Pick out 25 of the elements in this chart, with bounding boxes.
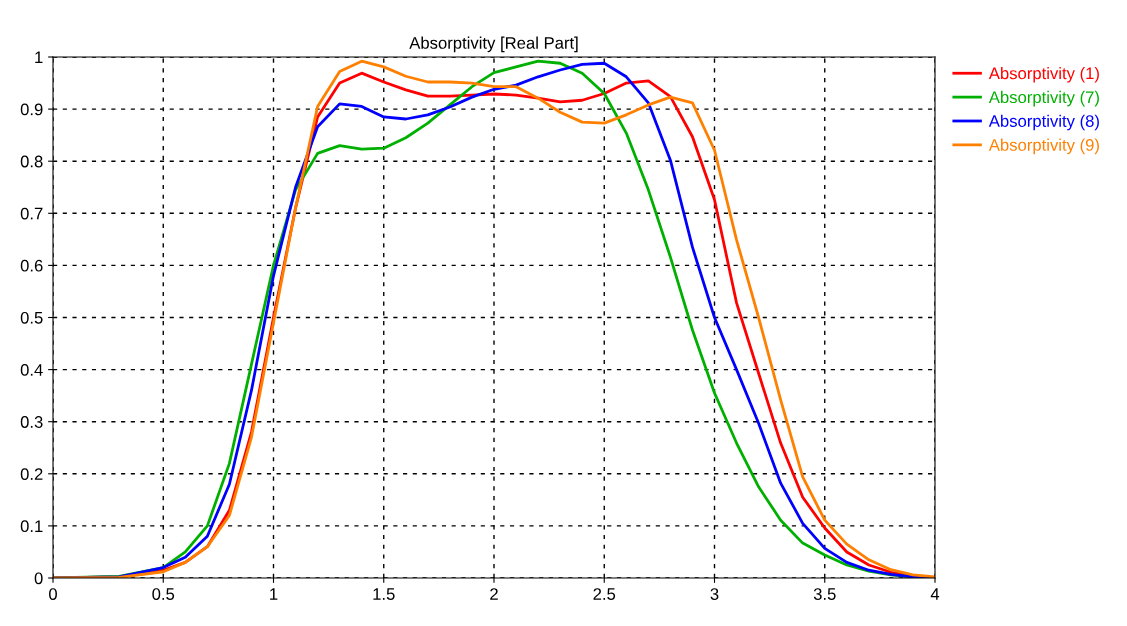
legend-label: Absorptivity (1) [988, 67, 1099, 83]
y-tick-label: 0.5 [20, 311, 43, 324]
x-tick-label: 1 [270, 588, 278, 600]
legend-label: Absorptivity (9) [988, 138, 1099, 155]
x-tick-label: 2 [490, 588, 498, 600]
y-tick-label: 0 [34, 572, 43, 585]
chart-title: Absorptivity [Real Part] [409, 36, 578, 53]
x-tick-label: 4 [930, 588, 940, 600]
y-tick-label: 0.6 [20, 259, 43, 272]
legend-label: Absorptivity (8) [988, 114, 1099, 131]
x-tick-label: 0 [49, 588, 57, 600]
x-tick-label: 3 [710, 588, 719, 600]
x-tick-label: 0.5 [152, 588, 175, 600]
y-tick-label: 0.9 [20, 103, 43, 116]
x-tick-label: 3.5 [813, 588, 836, 600]
x-tick-label: 1.5 [373, 588, 395, 600]
y-tick-label: 0.8 [20, 155, 43, 168]
y-tick-label: 0.7 [20, 207, 43, 220]
y-tick-label: 1 [35, 51, 43, 64]
y-tick-label: 0.3 [20, 416, 43, 428]
x-tick-label: 2.5 [593, 588, 616, 600]
y-tick-label: 0.4 [20, 364, 43, 376]
legend-label: Absorptivity (7) [988, 90, 1099, 107]
y-tick-label: 0.2 [20, 468, 43, 480]
y-tick-label: 0.1 [20, 520, 43, 533]
